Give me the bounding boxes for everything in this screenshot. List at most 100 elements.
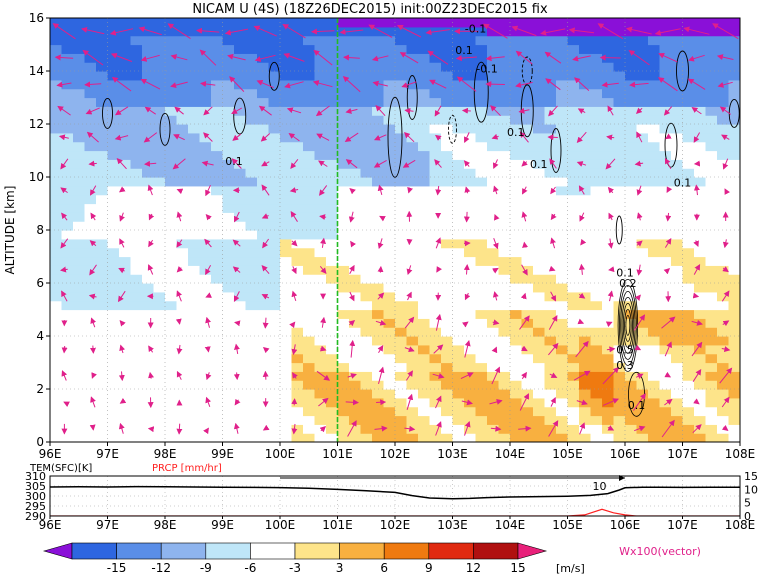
field-cell: [211, 115, 223, 124]
field-cell: [556, 62, 568, 71]
field-cell: [188, 221, 200, 230]
field-cell: [591, 98, 603, 107]
field-cell: [441, 27, 453, 36]
field-cell: [418, 283, 430, 292]
field-cell: [246, 80, 258, 89]
field-cell: [326, 151, 338, 160]
field-cell: [648, 336, 660, 345]
field-cell: [487, 124, 499, 133]
field-cell: [372, 45, 384, 54]
field-cell: [602, 318, 614, 327]
field-cell: [637, 327, 649, 336]
field-cell: [648, 18, 660, 27]
field-cell: [165, 274, 177, 283]
field-cell: [292, 18, 304, 27]
field-cell: [188, 115, 200, 124]
field-cell: [395, 177, 407, 186]
contour-label: 0.2: [619, 277, 637, 290]
field-cell: [648, 115, 660, 124]
field-cell: [234, 354, 246, 363]
field-cell: [372, 142, 384, 151]
field-cell: [200, 363, 212, 372]
field-cell: [165, 230, 177, 239]
field-cell: [671, 274, 683, 283]
field-cell: [234, 239, 246, 248]
field-cell: [200, 292, 212, 301]
field-cell: [326, 380, 338, 389]
field-cell: [729, 380, 741, 389]
surface-x-tick-label: 108E: [725, 518, 756, 532]
field-cell: [717, 301, 729, 310]
field-cell: [579, 310, 591, 319]
field-cell: [510, 142, 522, 151]
field-cell: [568, 283, 580, 292]
field-cell: [338, 416, 350, 425]
field-cell: [729, 45, 741, 54]
field-cell: [648, 292, 660, 301]
field-cell: [326, 230, 338, 239]
field-cell: [533, 336, 545, 345]
field-cell: [476, 36, 488, 45]
field-cell: [361, 36, 373, 45]
field-cell: [269, 98, 281, 107]
field-cell: [384, 204, 396, 213]
field-cell: [487, 212, 499, 221]
field-cell: [476, 416, 488, 425]
field-cell: [62, 318, 74, 327]
field-cell: [326, 274, 338, 283]
field-cell: [361, 354, 373, 363]
contour-label: 0.1: [225, 155, 243, 168]
x-tick-label: 97E: [96, 447, 119, 461]
field-cell: [200, 212, 212, 221]
field-cell: [418, 80, 430, 89]
field-cell: [395, 248, 407, 257]
field-cell: [648, 124, 660, 133]
field-cell: [50, 389, 62, 398]
field-cell: [556, 204, 568, 213]
field-cell: [131, 424, 143, 433]
field-cell: [499, 27, 511, 36]
field-cell: [315, 221, 327, 230]
field-cell: [108, 239, 120, 248]
field-cell: [625, 89, 637, 98]
field-cell: [326, 363, 338, 372]
field-cell: [108, 71, 120, 80]
field-cell: [625, 380, 637, 389]
field-cell: [533, 363, 545, 372]
field-cell: [418, 36, 430, 45]
field-cell: [683, 133, 695, 142]
field-cell: [384, 398, 396, 407]
field-cell: [73, 239, 85, 248]
field-cell: [303, 106, 315, 115]
field-cell: [533, 18, 545, 27]
field-cell: [211, 336, 223, 345]
field-cell: [338, 204, 350, 213]
field-cell: [430, 248, 442, 257]
wind-vector: [376, 402, 385, 403]
field-cell: [142, 106, 154, 115]
field-cell: [223, 327, 235, 336]
field-cell: [430, 221, 442, 230]
field-cell: [614, 221, 626, 230]
field-cell: [591, 177, 603, 186]
field-cell: [177, 186, 189, 195]
field-cell: [556, 124, 568, 133]
field-cell: [522, 98, 534, 107]
field-cell: [602, 27, 614, 36]
field-cell: [694, 265, 706, 274]
field-cell: [395, 239, 407, 248]
field-cell: [349, 407, 361, 416]
field-cell: [280, 265, 292, 274]
field-cell: [407, 168, 419, 177]
wind-vector: [380, 216, 381, 217]
field-cell: [50, 177, 62, 186]
field-cell: [234, 371, 246, 380]
field-cell: [683, 327, 695, 336]
field-cell: [579, 398, 591, 407]
field-cell: [108, 301, 120, 310]
colorbar-segment: [429, 543, 474, 559]
field-cell: [96, 62, 108, 71]
field-cell: [361, 27, 373, 36]
field-cell: [338, 389, 350, 398]
colorbar-tick-label: -6: [244, 561, 256, 575]
